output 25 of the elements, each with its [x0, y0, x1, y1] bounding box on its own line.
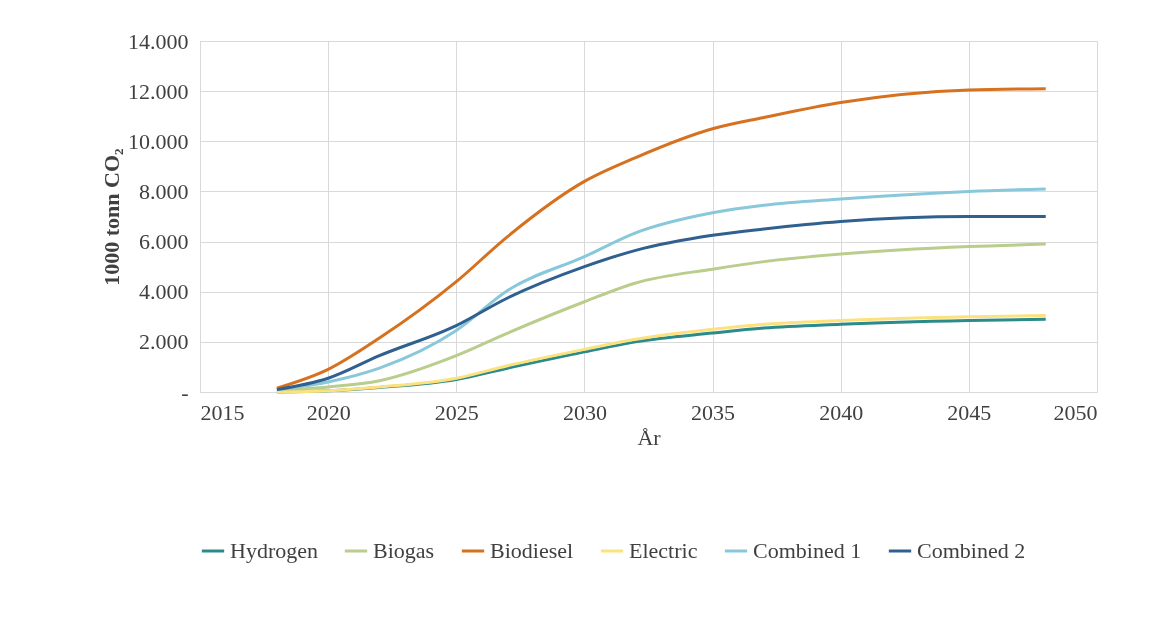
x-tick-label: 2045	[947, 399, 992, 425]
x-tick-label: 2040	[819, 399, 864, 425]
y-tick-label: 8.000	[139, 178, 189, 204]
y-axis-title: 1000 tonn CO₂	[99, 147, 124, 286]
legend-label: Biogas	[373, 538, 435, 563]
legend-label: Combined 2	[917, 538, 1026, 563]
y-tick-label: 10.000	[128, 128, 189, 154]
legend-label: Combined 1	[753, 538, 862, 563]
x-tick-label: 2015	[200, 399, 245, 425]
legend-label: Electric	[629, 538, 698, 563]
y-tick-label: 6.000	[139, 229, 189, 255]
y-tick-label: -	[181, 379, 189, 405]
y-tick-label: 4.000	[139, 279, 189, 305]
x-tick-label: 2025	[434, 399, 479, 425]
y-tick-label: 2.000	[139, 329, 189, 355]
legend-label: Biodiesel	[490, 538, 574, 563]
y-tick-label: 14.000	[128, 28, 189, 54]
legend-label: Hydrogen	[230, 538, 318, 563]
x-axis-title: År	[637, 424, 662, 450]
line-series	[275, 87, 1048, 390]
x-tick-label: 2020	[306, 399, 351, 425]
y-tick-label: 12.000	[128, 78, 189, 104]
x-tick-label: 2035	[691, 399, 736, 425]
x-tick-label: 2030	[562, 399, 607, 425]
x-tick-label: 2050	[1053, 399, 1098, 425]
